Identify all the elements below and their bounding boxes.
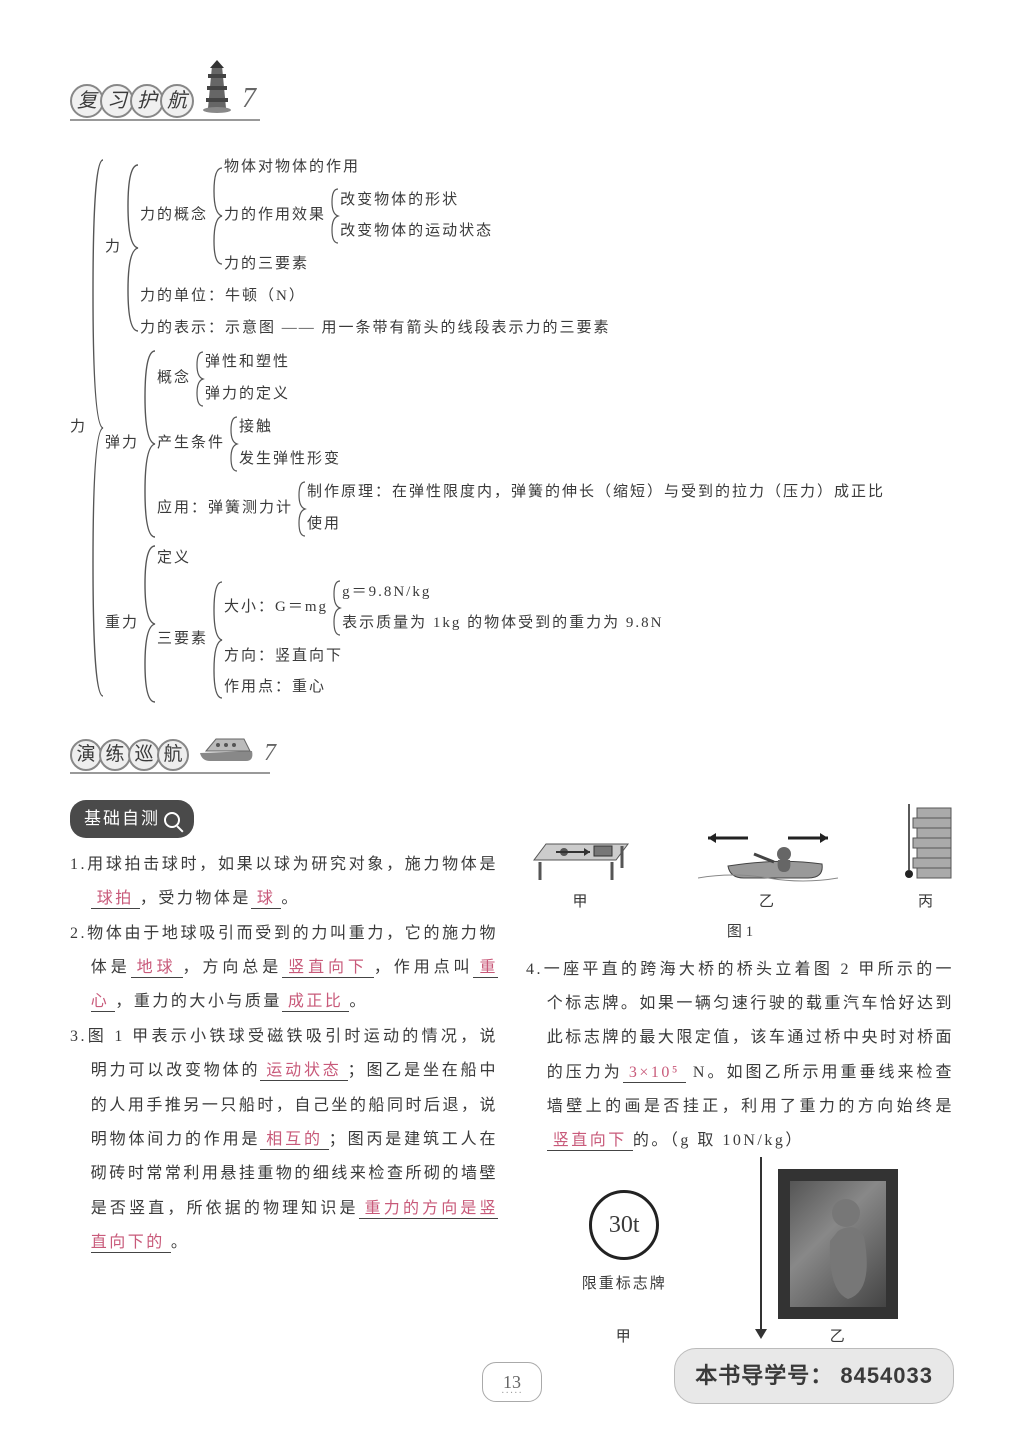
branch-gravity: 重力	[105, 543, 143, 705]
answer: 地球	[131, 959, 183, 978]
q-text: 。	[281, 890, 300, 907]
header-char: 护	[130, 84, 164, 118]
q-text: 。	[171, 1234, 190, 1251]
pill-label: 基础自测	[84, 809, 160, 828]
content-columns: 基础自测 1.用球拍击球时，如果以球为研究对象，施力物体是球拍，受力物体是球。 …	[70, 800, 954, 1388]
section-char: 演	[70, 739, 102, 771]
section-char: 航	[157, 739, 189, 771]
header-char: 复	[70, 84, 104, 118]
section-title-circles: 演 练 巡 航	[70, 739, 186, 771]
leaf: 弹性和塑性	[205, 347, 290, 379]
subsection-pill: 基础自测	[70, 800, 194, 838]
leaf: 接触	[239, 412, 341, 444]
header-number: 7	[242, 83, 256, 114]
figure-2-row: 30t 限重标志牌 甲 乙	[526, 1169, 954, 1352]
leaf: 发生弹性形变	[239, 444, 341, 476]
answer: 成正比	[282, 993, 350, 1012]
leaf: 改变物体的运动状态	[340, 216, 493, 248]
leaf: 使用	[307, 509, 885, 541]
branch-force-concept: 力的概念	[140, 152, 212, 280]
section-char: 练	[99, 739, 131, 771]
leaf: 制作原理：在弹性限度内，弹簧的伸长（缩短）与受到的拉力（压力）成正比	[307, 477, 885, 509]
guide-number-bar: 本书导学号： 8454033	[674, 1348, 954, 1404]
question-4: 4.一座平直的跨海大桥的桥头立着图 2 甲所示的一个标志牌。如果一辆匀速行驶的载…	[526, 953, 954, 1159]
fig-label: 乙	[778, 1323, 898, 1352]
figure-1-caption: 图 1	[526, 918, 954, 947]
question-3: 3.图 1 甲表示小铁球受磁铁吸引时运动的情况，说明力可以改变物体的运动状态；图…	[70, 1020, 498, 1261]
q-text: 一座平直的跨海大桥的桥头立着图 2 甲所示的一个标志牌。如果一辆匀速行驶的载重汽…	[543, 961, 954, 1081]
header-char: 习	[100, 84, 134, 118]
right-column: 甲 乙	[526, 800, 954, 1388]
leaf: 弹力的定义	[205, 379, 290, 411]
q-num: 2.	[70, 925, 87, 942]
plumb-line-icon	[760, 1157, 762, 1331]
leaf: g＝9.8N/kg	[342, 577, 663, 609]
leaf: 方向：竖直向下	[224, 641, 663, 673]
q-num: 1.	[70, 856, 87, 873]
figure-1b: 乙	[698, 824, 838, 917]
question-1: 1.用球拍击球时，如果以球为研究对象，施力物体是球拍，受力物体是球。	[70, 848, 498, 917]
outline-tree: 力 力 力的概念 物体对物体的作用 力的作用效果 改变物体的形状	[70, 150, 954, 706]
header-char: 航	[160, 84, 194, 118]
leaf: 力的三要素	[224, 249, 493, 281]
magnifier-icon	[164, 812, 180, 828]
branch-elastic-cond: 产生条件	[157, 412, 229, 475]
figure-1-row: 甲 乙	[526, 804, 954, 917]
page-number: 13	[482, 1362, 542, 1402]
q-text: ，重力的大小与质量	[115, 993, 282, 1010]
branch-gravity-three: 三要素	[157, 576, 212, 704]
answer: 竖直向下	[282, 959, 374, 978]
fig-label: 乙	[698, 888, 838, 917]
picture-frame-icon	[778, 1169, 898, 1319]
question-2: 2.物体由于地球吸引而受到的力叫重力，它的施力物体是地球，方向总是竖直向下，作用…	[70, 917, 498, 1020]
leaf: 表示质量为 1kg 的物体受到的重力为 9.8N	[342, 608, 663, 640]
answer: 竖直向下	[547, 1132, 633, 1151]
lighthouse-icon	[200, 60, 234, 125]
answer: 3×10⁵	[623, 1064, 686, 1083]
figure-2b: 乙	[778, 1169, 898, 1352]
branch-gravity-size: 大小：G＝mg	[224, 577, 332, 640]
figure-1a: 甲	[526, 824, 636, 917]
q-text: ，作用点叫	[374, 959, 474, 976]
q-text: 的。（g 取 10N/kg）	[633, 1132, 804, 1149]
fig-label: 丙	[899, 888, 954, 917]
section-char: 巡	[128, 739, 160, 771]
fig-label: 甲	[582, 1323, 667, 1352]
leaf: 物体对物体的作用	[224, 152, 493, 184]
ship-icon	[196, 733, 256, 776]
leaf: 力的表示：示意图 —— 用一条带有箭头的线段表示力的三要素	[140, 313, 611, 345]
left-column: 基础自测 1.用球拍击球时，如果以球为研究对象，施力物体是球拍，受力物体是球。 …	[70, 800, 498, 1388]
leaf: 改变物体的形状	[340, 185, 493, 217]
sign-circle: 30t	[589, 1190, 659, 1260]
answer: 球	[251, 890, 282, 909]
q-text: 。	[349, 993, 368, 1010]
branch-force: 力	[105, 151, 126, 344]
sign-value: 30t	[609, 1203, 640, 1249]
q-text: ，方向总是	[183, 959, 283, 976]
fig-label: 甲	[526, 888, 636, 917]
figure-2a: 30t 限重标志牌 甲	[582, 1190, 667, 1351]
branch-elastic-concept: 概念	[157, 347, 195, 410]
figure-1c: 丙	[899, 804, 954, 917]
leaf: 定义	[157, 543, 663, 575]
section-header: 演 练 巡 航 7	[70, 731, 954, 786]
q-num: 3.	[70, 1028, 87, 1045]
answer: 球拍	[91, 890, 140, 909]
outline-root: 力	[70, 150, 91, 706]
leaf: 力的单位：牛顿（N）	[140, 281, 611, 313]
q-text: 用球拍击球时，如果以球为研究对象，施力物体是	[87, 856, 498, 873]
header-title-circles: 复 习 护 航	[70, 84, 190, 118]
answer: 运动状态	[260, 1062, 347, 1081]
section-number: 7	[264, 740, 276, 766]
branch-force-effect: 力的作用效果	[224, 185, 330, 248]
branch-elastic: 弹力	[105, 346, 143, 541]
sign-label: 限重标志牌	[582, 1270, 667, 1299]
q-text: ，受力物体是	[140, 890, 251, 907]
q-num: 4.	[526, 961, 543, 978]
answer: 相互的	[260, 1131, 329, 1150]
branch-elastic-app: 应用：弹簧测力计	[157, 477, 297, 540]
header: 复 习 护 航 7	[70, 60, 954, 130]
leaf: 作用点：重心	[224, 672, 663, 704]
